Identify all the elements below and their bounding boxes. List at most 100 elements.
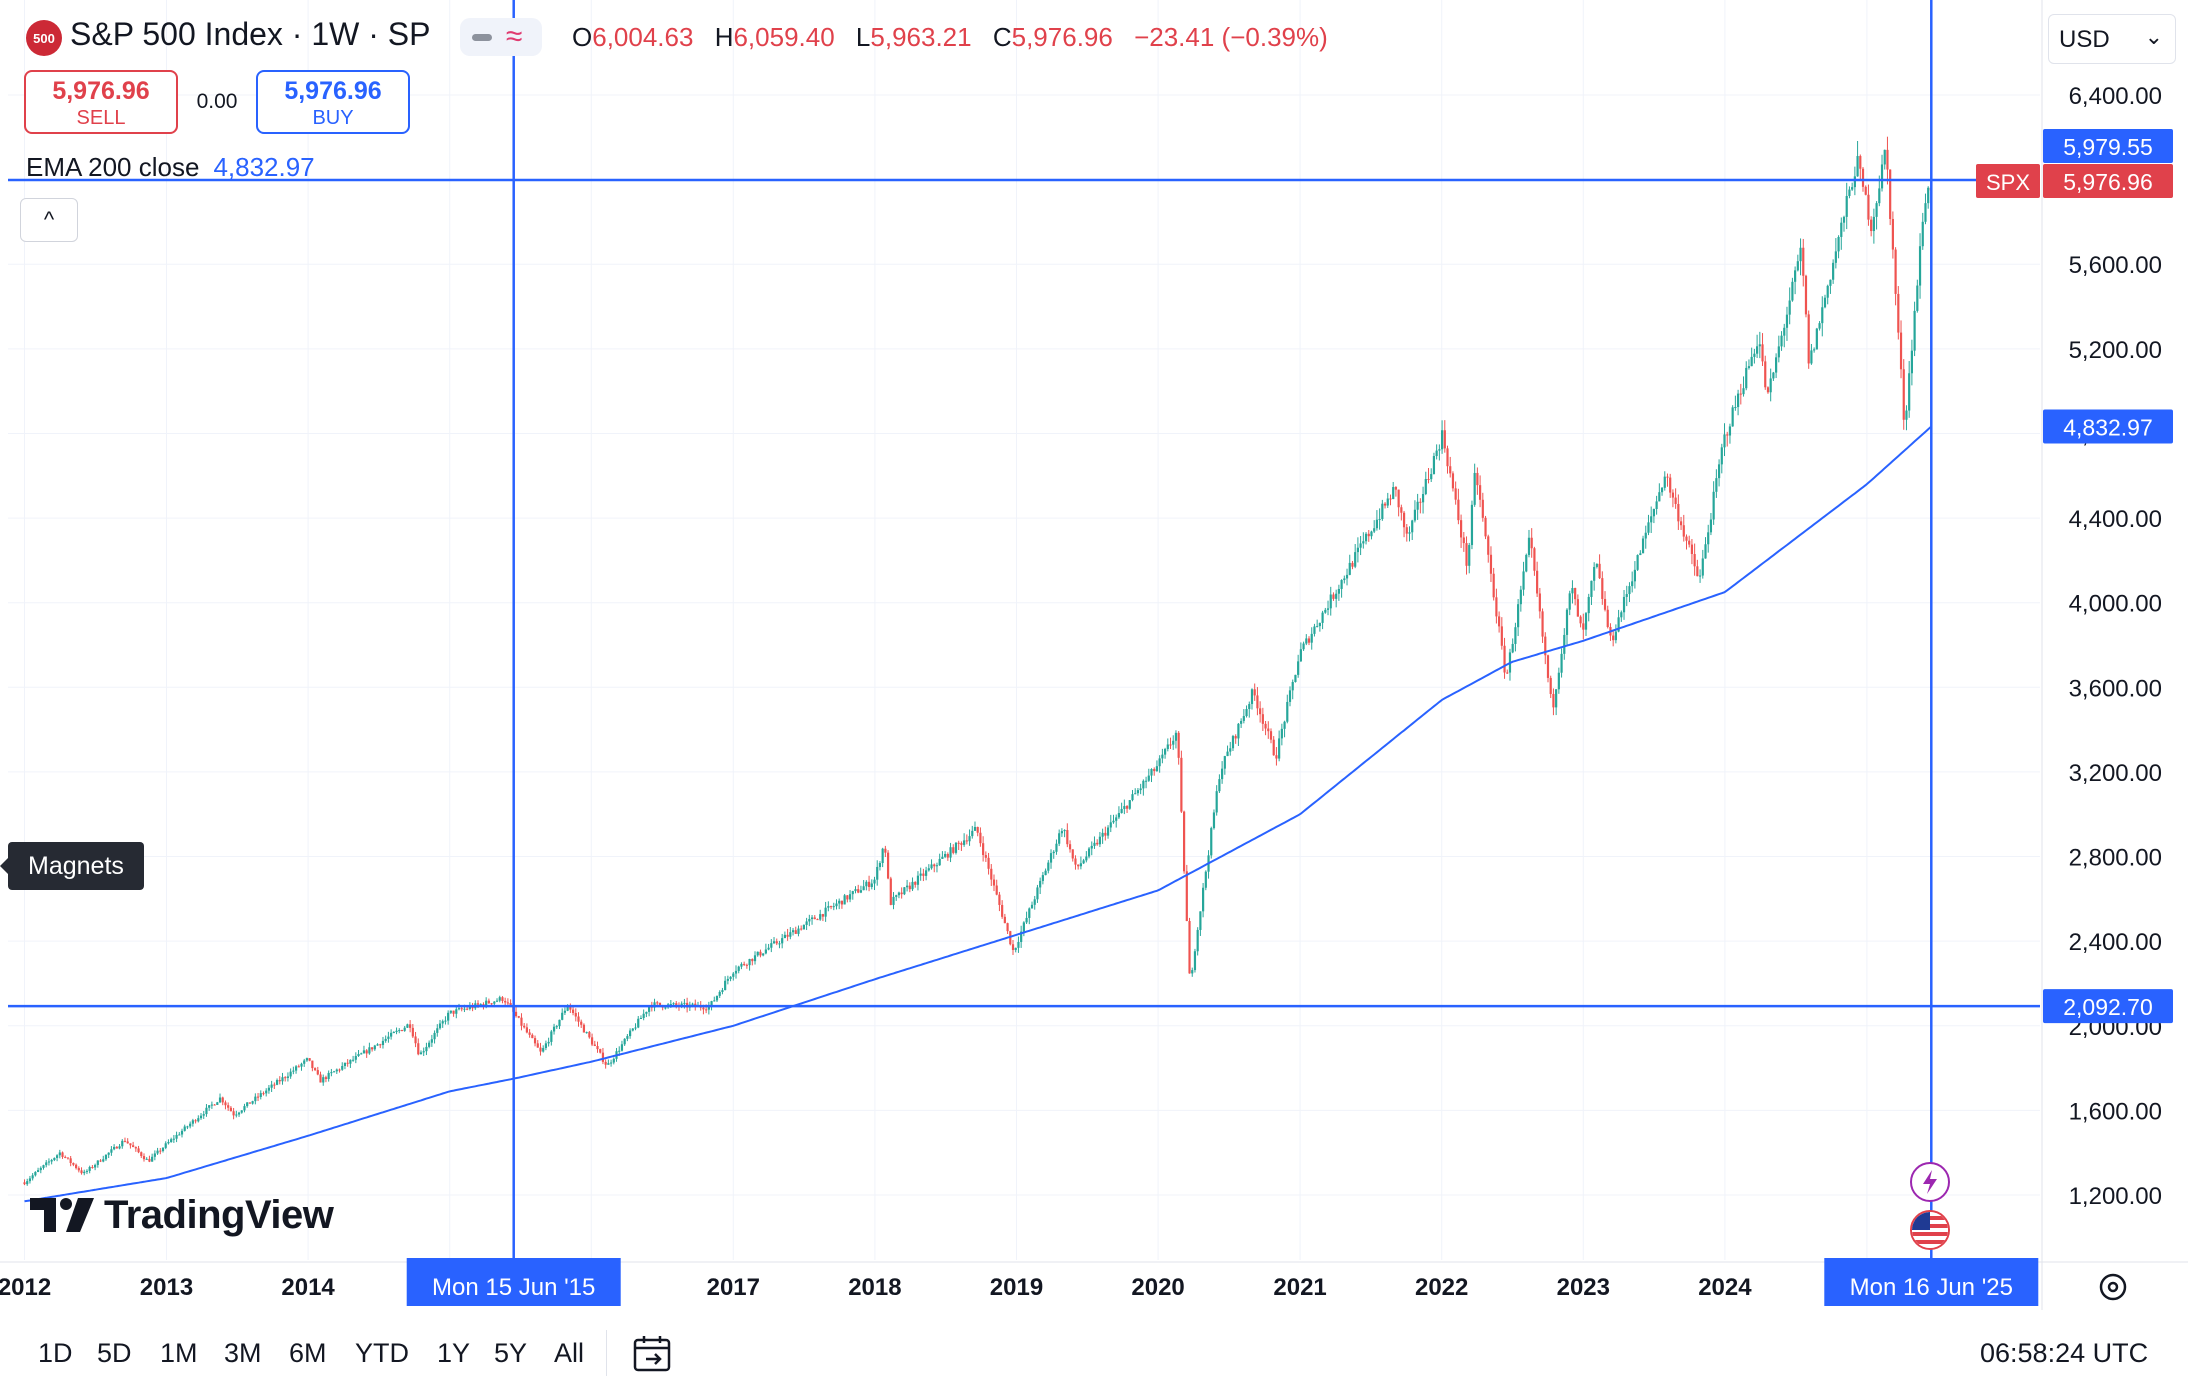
candle-body bbox=[1343, 578, 1346, 581]
candle-body bbox=[1696, 566, 1699, 577]
candle-body bbox=[808, 919, 811, 922]
candle-body bbox=[1172, 740, 1175, 745]
candle-body bbox=[1305, 638, 1308, 644]
candle-body bbox=[927, 868, 930, 871]
candle-body bbox=[1193, 951, 1197, 971]
candle-body bbox=[1117, 813, 1121, 818]
candle-body bbox=[1829, 279, 1832, 286]
candle-body bbox=[1044, 870, 1047, 876]
candle-body bbox=[664, 1007, 667, 1009]
candle-body bbox=[148, 1158, 151, 1162]
symbol-logo[interactable]: 500 bbox=[26, 20, 62, 56]
candle-body bbox=[1815, 328, 1818, 350]
candle-body bbox=[371, 1047, 374, 1050]
candle-body bbox=[1563, 634, 1566, 654]
symbol-title[interactable]: S&P 500 Index · 1W · SP bbox=[70, 16, 431, 52]
utc-clock[interactable]: 06:58:24 UTC bbox=[1980, 1338, 2149, 1368]
range-1y-button[interactable]: 1Y bbox=[437, 1338, 471, 1368]
candle-body bbox=[338, 1069, 341, 1071]
candle-body bbox=[933, 864, 936, 867]
candle-body bbox=[1188, 921, 1191, 974]
candle-body bbox=[1899, 332, 1903, 370]
candle-body bbox=[886, 852, 890, 879]
chart-status-pill[interactable]: ≈ bbox=[460, 18, 542, 56]
candle-body bbox=[1568, 593, 1571, 610]
candle-body bbox=[1796, 261, 1799, 271]
candle-body bbox=[1147, 775, 1150, 781]
earnings-event-icon[interactable] bbox=[1910, 1162, 1950, 1202]
candle-body bbox=[960, 843, 963, 845]
candle-body bbox=[1275, 755, 1278, 759]
price-axis-ticks[interactable]: 6,400.006,000.005,600.005,200.004,800.00… bbox=[2069, 83, 2162, 1210]
currency-select[interactable]: USD ⌄ bbox=[2048, 14, 2176, 64]
range-6m-button[interactable]: 6M bbox=[289, 1338, 327, 1368]
candle-body bbox=[1003, 916, 1006, 924]
range-1m-button[interactable]: 1M bbox=[160, 1338, 198, 1368]
settings-gear-icon[interactable] bbox=[2096, 1270, 2130, 1309]
candle-body bbox=[1006, 923, 1009, 932]
tradingview-wordmark: TradingView bbox=[104, 1192, 334, 1237]
candle-body bbox=[797, 928, 800, 934]
candle-body bbox=[351, 1059, 355, 1061]
time-axis-ticks[interactable]: 2012201320142015201620172018201920202021… bbox=[0, 1274, 1894, 1301]
candle-body bbox=[1161, 754, 1164, 759]
candle-body bbox=[1240, 720, 1243, 724]
candle-body bbox=[495, 1000, 499, 1002]
candle-body bbox=[1848, 189, 1851, 196]
candle-body bbox=[1845, 195, 1848, 217]
candle-body bbox=[213, 1104, 216, 1106]
go-to-date-icon[interactable] bbox=[632, 1334, 674, 1379]
us-flag-event-icon[interactable] bbox=[1910, 1210, 1950, 1250]
candle-body bbox=[1487, 536, 1490, 555]
candle-body bbox=[1832, 262, 1835, 280]
candle-body bbox=[1123, 806, 1126, 809]
candle-body bbox=[281, 1077, 284, 1082]
candle-body bbox=[1335, 593, 1338, 599]
candle-body bbox=[1880, 164, 1884, 189]
candle-body bbox=[756, 951, 759, 956]
candle-body bbox=[715, 995, 719, 1001]
candle-body bbox=[224, 1102, 227, 1106]
sell-button[interactable]: 5,976.96 SELL bbox=[24, 70, 178, 134]
range-1d-button[interactable]: 1D bbox=[38, 1338, 73, 1368]
candle-body bbox=[979, 832, 982, 844]
candle-body bbox=[1924, 203, 1927, 222]
candle-body bbox=[1291, 681, 1294, 691]
candle-body bbox=[558, 1019, 561, 1027]
buy-button[interactable]: 5,976.96 BUY bbox=[256, 70, 410, 134]
price-chart[interactable]: 6,400.006,000.005,600.005,200.004,800.00… bbox=[0, 0, 2188, 1310]
candle-body bbox=[1229, 748, 1232, 752]
candle-body bbox=[1191, 970, 1194, 974]
candle-body bbox=[1278, 738, 1281, 759]
range-all-button[interactable]: All bbox=[554, 1338, 585, 1368]
candle-body bbox=[1392, 487, 1395, 500]
range-3m-button[interactable]: 3M bbox=[224, 1338, 262, 1368]
candle-body bbox=[984, 855, 987, 858]
tradingview-logo[interactable]: TradingView bbox=[30, 1190, 334, 1240]
bottom-toolbar bbox=[0, 1310, 2188, 1400]
buy-label: BUY bbox=[312, 107, 354, 129]
candle-body bbox=[623, 1038, 626, 1045]
candle-body bbox=[1066, 830, 1069, 845]
indicator-legend[interactable]: EMA 200 close 4,832.97 bbox=[26, 152, 315, 183]
candle-body bbox=[1079, 863, 1082, 867]
candle-body bbox=[658, 1002, 662, 1006]
candle-body bbox=[332, 1071, 336, 1073]
candle-body bbox=[189, 1123, 192, 1127]
candle-body bbox=[55, 1155, 59, 1158]
candle-body bbox=[1750, 356, 1753, 367]
candle-body bbox=[376, 1044, 379, 1046]
candle-body bbox=[982, 843, 985, 856]
toolbar-divider bbox=[606, 1330, 607, 1376]
range-5y-button[interactable]: 5Y bbox=[494, 1338, 528, 1368]
candle-body bbox=[1889, 169, 1892, 219]
candle-body bbox=[1753, 353, 1756, 357]
candle-body bbox=[1574, 588, 1577, 600]
candle-body bbox=[498, 997, 501, 1001]
candle-body bbox=[1158, 758, 1161, 767]
candlesticks bbox=[23, 136, 1933, 1186]
candle-body bbox=[905, 885, 909, 888]
range-5d-button[interactable]: 5D bbox=[97, 1338, 132, 1368]
collapse-legend-button[interactable]: ^ bbox=[20, 198, 78, 242]
range-ytd-button[interactable]: YTD bbox=[355, 1338, 409, 1368]
